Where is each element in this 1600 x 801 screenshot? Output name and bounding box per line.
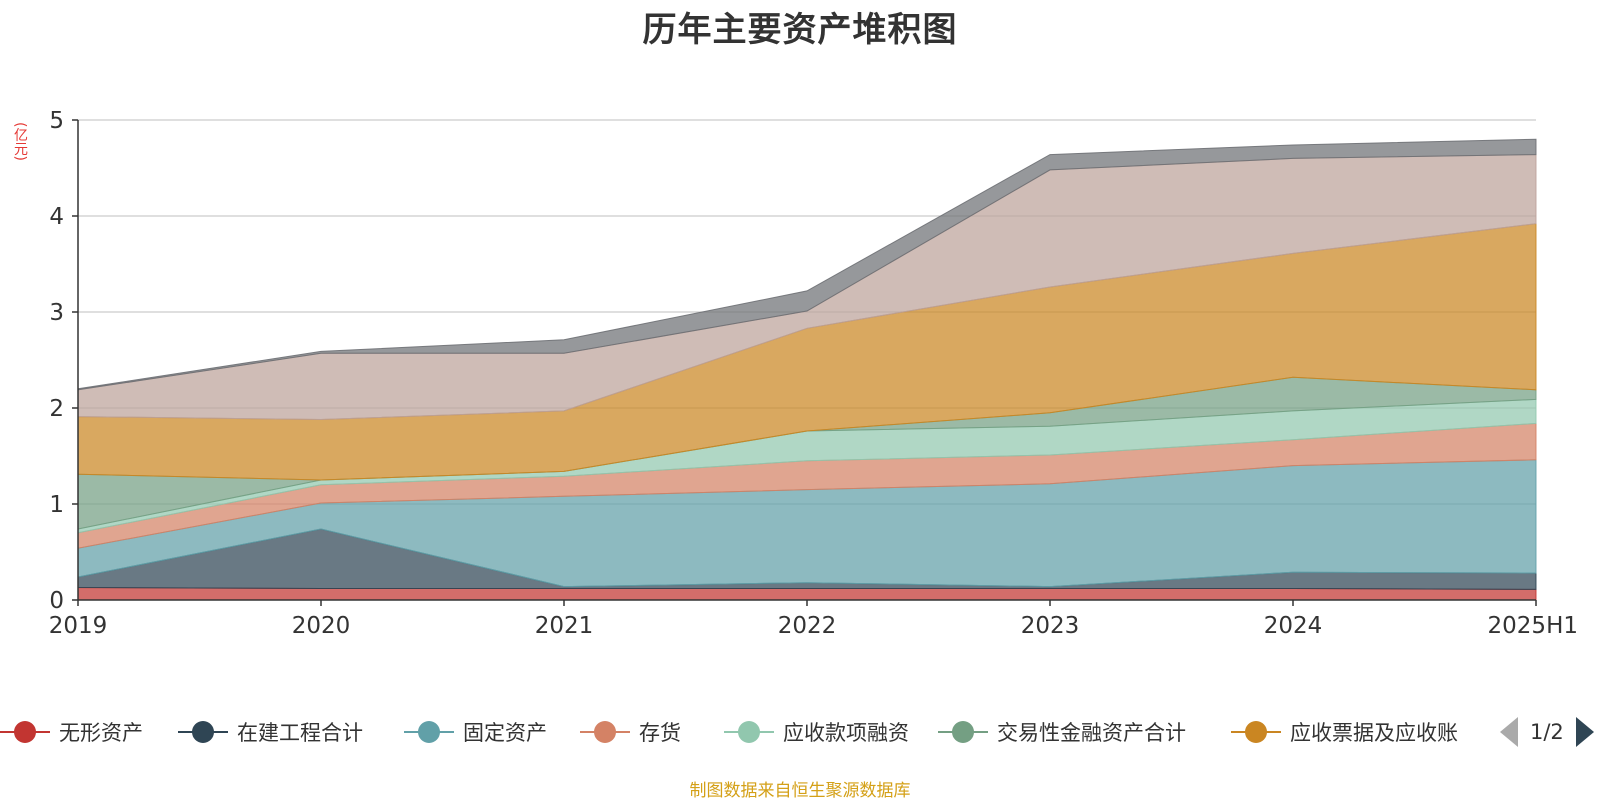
legend-label: 存货 (639, 721, 681, 745)
y-tick-label: 4 (49, 204, 64, 230)
legend-label: 在建工程合计 (237, 721, 363, 745)
x-tick-label: 2021 (535, 613, 594, 639)
legend-item[interactable]: 固定资产 (404, 712, 547, 752)
legend: 无形资产 在建工程合计 固定资产 存货 应收款项融资 交易性金融资产合计 应收票据及应收账 (0, 712, 1600, 752)
legend-prev-page-icon[interactable] (1500, 717, 1518, 747)
x-tick-label: 2025H1 (1488, 613, 1578, 639)
legend-marker-icon (580, 712, 630, 752)
legend-marker-icon (938, 712, 988, 752)
y-tick-label: 0 (49, 588, 64, 614)
legend-label: 应收款项融资 (783, 721, 909, 745)
legend-label: 交易性金融资产合计 (997, 721, 1186, 745)
area-series-1 (77, 586, 1537, 601)
x-tick-label: 2023 (1021, 613, 1080, 639)
source-note: 制图数据来自恒生聚源数据库 (689, 781, 911, 801)
legend-label: 应收票据及应收账 (1290, 721, 1458, 745)
legend-item[interactable]: 应收款项融资 (724, 712, 909, 752)
x-tick-label: 2024 (1264, 613, 1323, 639)
area-series-group (77, 138, 1537, 601)
x-tick-label: 2022 (778, 613, 837, 639)
y-axis-unit-label: (亿元) (12, 122, 28, 161)
legend-marker-icon (724, 712, 774, 752)
legend-next-page-icon[interactable] (1575, 717, 1594, 747)
y-tick-label: 5 (49, 108, 64, 134)
axes: 0 1 2 3 4 5 2019 2020 2021 2022 2023 2024 2025H1 (49, 108, 1578, 639)
legend-item[interactable]: 无形资产 (0, 712, 143, 752)
legend-label: 无形资产 (59, 721, 143, 745)
stacked-area-chart: 0 1 2 3 4 5 2019 2020 2021 2022 2023 2024 2025H1 (49, 108, 1578, 639)
legend-item[interactable]: 交易性金融资产合计 (938, 712, 1186, 752)
legend-page-indicator: 1/2 (1530, 720, 1564, 744)
legend-item[interactable]: 存货 (580, 712, 681, 752)
legend-item[interactable]: 在建工程合计 (178, 712, 363, 752)
legend-marker-icon (0, 712, 50, 752)
legend-item[interactable]: 应收票据及应收账 (1231, 712, 1458, 752)
legend-marker-icon (178, 712, 228, 752)
y-tick-label: 3 (49, 300, 64, 326)
legend-marker-icon (404, 712, 454, 752)
legend-pager: 1/2 (1500, 712, 1594, 752)
chart-title: 历年主要资产堆积图 (642, 10, 958, 50)
area-series-9 (77, 138, 1537, 391)
x-tick-label: 2020 (292, 613, 351, 639)
legend-label: 固定资产 (463, 721, 547, 745)
legend-marker-icon (1231, 712, 1281, 752)
y-tick-label: 1 (49, 492, 64, 518)
x-tick-label: 2019 (49, 613, 108, 639)
y-tick-label: 2 (49, 396, 64, 422)
